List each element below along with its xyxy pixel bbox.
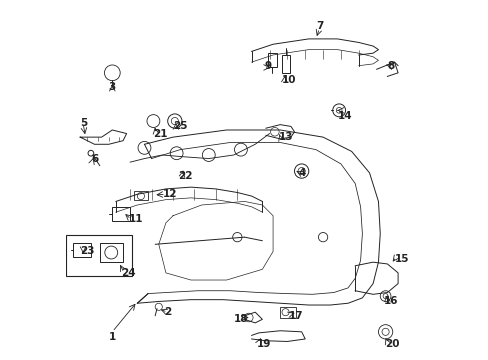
Text: 22: 22 — [178, 171, 193, 181]
Text: 19: 19 — [257, 339, 271, 349]
Bar — [267, 53, 276, 67]
Text: 23: 23 — [80, 247, 95, 256]
Text: 15: 15 — [394, 253, 408, 264]
Text: 2: 2 — [164, 307, 171, 317]
Bar — [282, 55, 289, 73]
Text: 7: 7 — [315, 21, 323, 31]
Text: 9: 9 — [264, 61, 271, 71]
Text: 14: 14 — [337, 111, 351, 121]
Bar — [73, 243, 91, 257]
Text: 8: 8 — [386, 61, 394, 71]
Text: 20: 20 — [385, 339, 399, 349]
Text: 16: 16 — [383, 296, 398, 306]
Text: 3: 3 — [108, 82, 116, 92]
Bar — [100, 243, 123, 262]
Bar — [134, 191, 148, 200]
Text: 24: 24 — [121, 268, 136, 278]
Text: 1: 1 — [108, 332, 116, 342]
Text: 17: 17 — [288, 311, 303, 321]
Text: 6: 6 — [91, 154, 98, 163]
Text: 13: 13 — [278, 132, 292, 142]
Bar — [66, 235, 132, 276]
Text: 10: 10 — [282, 75, 296, 85]
Text: 21: 21 — [153, 129, 167, 139]
Text: 11: 11 — [128, 214, 142, 224]
Bar — [112, 207, 130, 221]
Text: 25: 25 — [173, 121, 187, 131]
Bar — [280, 307, 296, 318]
Text: 12: 12 — [162, 189, 177, 199]
Text: 18: 18 — [233, 314, 247, 324]
Text: 4: 4 — [298, 168, 305, 178]
Text: 5: 5 — [80, 118, 87, 128]
